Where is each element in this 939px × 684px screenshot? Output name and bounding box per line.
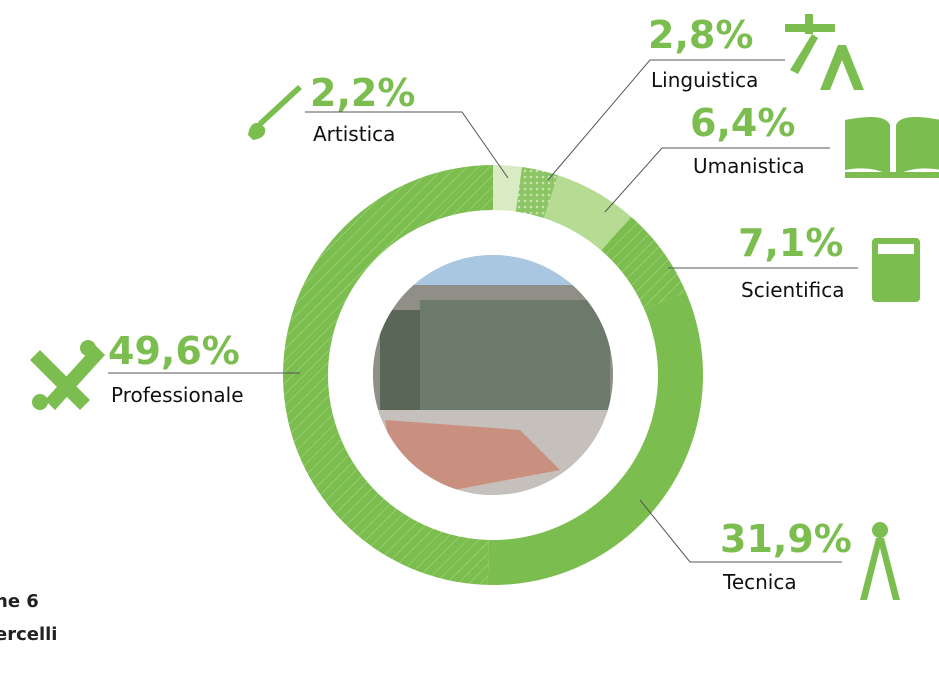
category-label: Linguistica — [651, 68, 758, 92]
category-label: Tecnica — [722, 570, 797, 594]
value-label: 6,4% — [690, 101, 795, 145]
photo — [373, 255, 613, 495]
category-label: Umanistica — [693, 154, 805, 178]
slice — [283, 165, 493, 585]
value-label: 2,8% — [648, 13, 753, 57]
slice — [515, 167, 558, 219]
leader-line — [604, 147, 830, 213]
category-label: Scientifica — [741, 278, 844, 302]
category-label: Professionale — [111, 383, 244, 407]
leader-line — [639, 499, 842, 563]
leader-line — [547, 59, 785, 181]
footnote: ne 6 — [0, 591, 39, 612]
slice — [493, 165, 522, 212]
value-label: 31,9% — [720, 517, 852, 561]
slice — [543, 175, 631, 251]
value-label: 49,6% — [108, 329, 240, 373]
category-label: Artistica — [313, 122, 395, 146]
value-label: 7,1% — [738, 221, 843, 265]
slice — [601, 216, 686, 310]
labels: 2,2% Artistica 2,8% Linguistica 6,4% Umanisti… — [108, 13, 858, 594]
footnote: ercelli — [0, 624, 57, 645]
leader-line — [305, 111, 509, 179]
value-label: 2,2% — [310, 71, 415, 115]
icons — [30, 14, 939, 600]
